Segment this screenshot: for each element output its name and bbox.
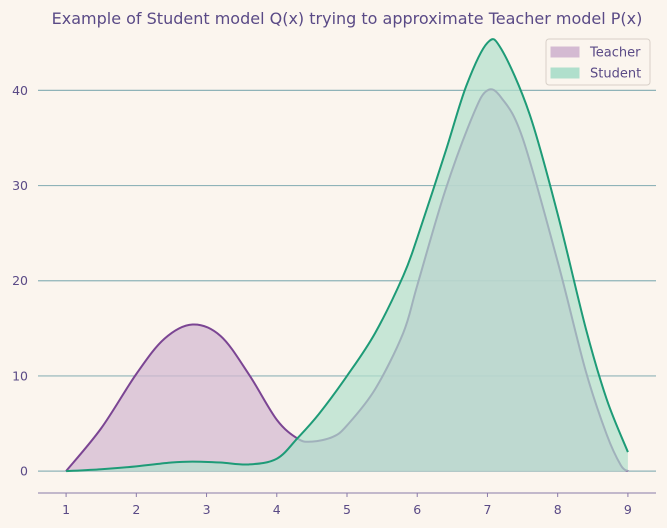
legend: Teacher Student: [545, 38, 651, 86]
x-tick-label: 2: [132, 502, 140, 517]
chart-title: Example of Student model Q(x) trying to …: [52, 9, 643, 28]
y-axis: 0 10 20 30 40: [12, 83, 28, 479]
x-tick-label: 7: [483, 502, 491, 517]
x-tick-label: 8: [554, 502, 562, 517]
x-tick-label: 1: [62, 502, 70, 517]
legend-label-student: Student: [590, 67, 641, 82]
legend-swatch-student: [550, 67, 580, 79]
legend-swatch-teacher: [550, 46, 580, 58]
x-tick-label: 5: [343, 502, 351, 517]
y-tick-label: 40: [12, 83, 28, 98]
y-tick-label: 10: [12, 368, 28, 383]
y-tick-label: 0: [20, 464, 28, 479]
x-tick-label: 9: [624, 502, 632, 517]
line-student: [66, 38, 629, 473]
area-student: [66, 39, 628, 472]
y-tick-label: 20: [12, 273, 28, 288]
x-axis: 1 2 3 4 5 6 7 8 9: [62, 493, 632, 517]
legend-label-teacher: Teacher: [589, 46, 641, 61]
x-tick-label: 4: [273, 502, 281, 517]
y-tick-label: 30: [12, 178, 28, 193]
x-tick-label: 6: [413, 502, 421, 517]
x-tick-label: 3: [203, 502, 211, 517]
plot-area: [65, 38, 629, 473]
